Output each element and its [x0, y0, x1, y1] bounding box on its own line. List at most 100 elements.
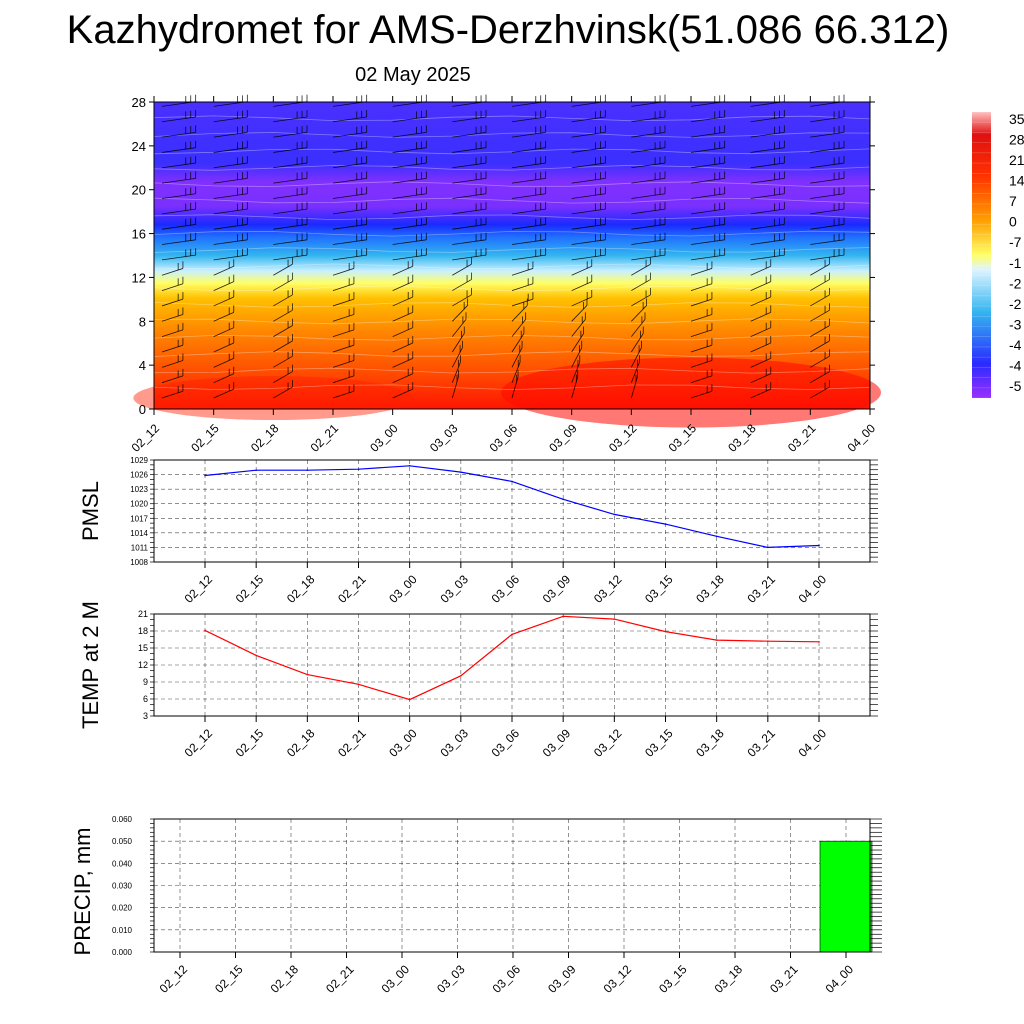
- y-tick-label: 9: [143, 677, 148, 687]
- wind-barb: [273, 239, 308, 245]
- colorbar: 35 28 21 14 7 0 -7 -1 -2 -2 -3 -4 -4 -5: [972, 111, 1024, 399]
- x-tick-label: 03_09: [540, 572, 574, 606]
- x-tick-label: 03_15: [642, 572, 676, 606]
- y-tick-label: 12: [138, 660, 148, 670]
- wind-barb: [511, 193, 546, 199]
- data-point: [255, 654, 257, 657]
- wind-barb: [810, 208, 845, 215]
- x-tick-label: 03_18: [712, 962, 746, 996]
- x-tick-label: 02_18: [268, 962, 302, 996]
- wind-barb: [392, 147, 427, 153]
- wind-barb: [213, 327, 234, 338]
- wind-barb: [332, 254, 367, 261]
- x-tick-label: 02_15: [233, 572, 267, 606]
- colorbar-label: -7: [1009, 234, 1022, 250]
- colorbar-label: -2: [1009, 296, 1022, 312]
- wind-barb: [631, 116, 666, 123]
- data-point: [664, 523, 667, 525]
- x-tick-label: 02_21: [335, 572, 369, 606]
- wind-barb: [690, 147, 725, 153]
- y-tick-label: 1017: [130, 514, 148, 523]
- wind-barb: [571, 296, 592, 307]
- x-tick-label: 03_12: [591, 572, 625, 606]
- wind-barb: [511, 147, 546, 153]
- wind-barb: [273, 131, 308, 138]
- wind-barb: [631, 178, 666, 184]
- wind-barb: [392, 131, 427, 138]
- wind-barb: [511, 319, 526, 337]
- wind-barb: [332, 131, 367, 138]
- wind-barb: [332, 193, 367, 199]
- x-tick-label: 03_09: [546, 421, 580, 455]
- data-point: [562, 498, 564, 501]
- wind-barb: [392, 311, 413, 322]
- wind-barb: [511, 254, 546, 261]
- wind-barb: [452, 239, 487, 245]
- colorbar-label: 7: [1009, 193, 1017, 209]
- wind-barb: [750, 147, 785, 153]
- wind-barb: [750, 239, 785, 245]
- wind-barb: [571, 281, 592, 291]
- data-point: [818, 640, 820, 643]
- isotherm-line: [153, 302, 871, 308]
- wind-barb: [690, 254, 725, 261]
- wind-barb: [631, 254, 666, 261]
- wind-barb: [750, 162, 785, 169]
- wind-barb: [750, 296, 771, 307]
- y-tick-label: 12: [132, 270, 146, 285]
- wind-barb: [161, 268, 184, 276]
- wind-barb: [630, 347, 642, 368]
- colorbar-label: -3: [1009, 316, 1022, 332]
- y-tick-label: 16: [132, 227, 146, 242]
- wind-barb: [332, 344, 355, 353]
- wind-barb: [810, 116, 845, 123]
- wind-barb: [810, 294, 830, 307]
- wind-barb: [750, 265, 771, 276]
- isotherm-line: [153, 318, 871, 325]
- wind-barb: [690, 375, 713, 384]
- wind-barb: [631, 147, 666, 153]
- wind-barb: [213, 265, 234, 276]
- wind-barb: [213, 131, 248, 138]
- y-tick-label: 1026: [130, 471, 148, 480]
- wind-barb: [161, 298, 184, 307]
- x-tick-label: 03_03: [427, 421, 461, 455]
- cross-section-panel: 0 4 8 12 16 20 24 28 02_12 02_15 02_18 02_21 03_00 03…: [129, 94, 881, 455]
- wind-barb: [213, 147, 248, 153]
- wind-barb: [332, 360, 355, 368]
- y-tick-label: 20: [132, 183, 146, 198]
- wind-barb: [332, 268, 355, 276]
- wind-barb: [750, 342, 771, 353]
- wind-barb: [273, 279, 293, 291]
- wind-barb: [571, 178, 606, 184]
- wind-barb: [273, 178, 308, 184]
- wind-barb: [631, 319, 646, 337]
- wind-barb: [451, 347, 463, 368]
- y-tick-label: 0.000: [112, 948, 133, 957]
- isotherm-line: [153, 384, 871, 391]
- data-point: [357, 683, 360, 686]
- isotherm-line: [153, 263, 871, 270]
- wind-barb: [332, 224, 367, 230]
- wind-barb: [392, 373, 413, 384]
- wind-barb: [161, 131, 196, 138]
- heatmap-warm-core: [501, 357, 881, 428]
- wind-barb: [690, 298, 713, 307]
- x-tick-label: 02_12: [182, 572, 216, 606]
- data-point: [613, 513, 616, 516]
- wind-barb: [213, 224, 248, 230]
- wind-barb: [452, 178, 487, 184]
- wind-barb: [452, 193, 487, 199]
- wind-barb: [690, 283, 713, 291]
- wind-barb: [392, 224, 427, 230]
- wind-barb: [392, 254, 427, 261]
- wind-barb: [452, 162, 487, 169]
- data-point: [715, 535, 718, 538]
- x-tick-label: 02_12: [129, 421, 163, 455]
- wind-barb: [273, 294, 293, 307]
- wind-barb: [810, 178, 845, 184]
- wind-barb: [511, 131, 546, 138]
- wind-barb: [630, 333, 644, 353]
- pmsl-panel: 1008 1011 1014 1017 1020 1023 1026 1029 02_12 02_…: [78, 456, 878, 606]
- wind-barb: [810, 263, 830, 276]
